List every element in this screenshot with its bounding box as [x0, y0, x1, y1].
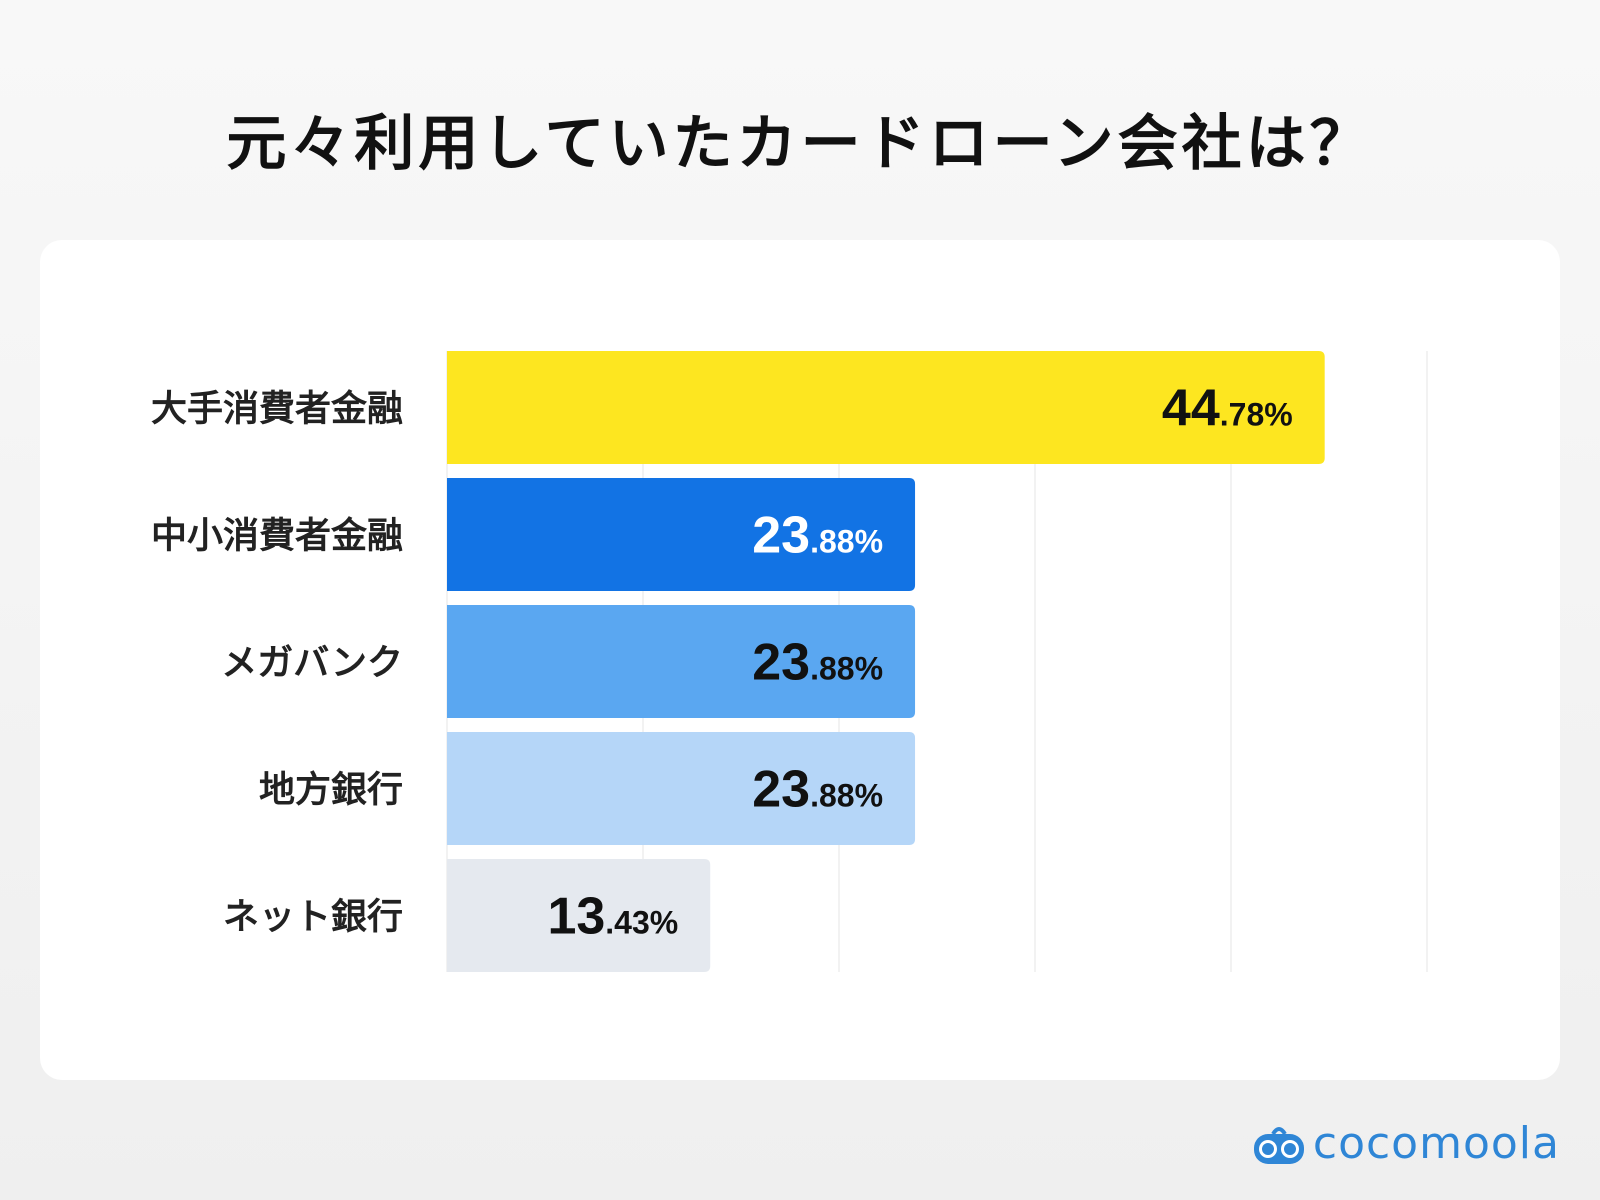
- chart-title: 元々利用していたカードローン会社は？: [226, 109, 1374, 179]
- value-label: 13.43%: [547, 888, 678, 946]
- bar: [447, 605, 916, 718]
- cocomoola-robot-icon: [1253, 1126, 1304, 1164]
- category-label: 中小消費者金融: [151, 515, 403, 557]
- bar: [447, 351, 1325, 464]
- category-label: メガバンク: [221, 643, 403, 684]
- bar: [447, 478, 916, 591]
- value-decimal: .43%: [605, 905, 678, 941]
- brand-name: cocomoola: [1312, 1118, 1560, 1169]
- category-label: 地方銀行: [259, 770, 403, 811]
- value-integer: 23: [752, 761, 810, 819]
- value-label: 23.88%: [752, 761, 883, 819]
- category-label: ネット銀行: [223, 897, 403, 938]
- value-label: 23.88%: [752, 634, 883, 692]
- category-label: 大手消費者金融: [151, 388, 403, 430]
- value-label: 23.88%: [752, 507, 883, 565]
- brand-logo: cocomoola: [1253, 1118, 1560, 1169]
- bar: [447, 732, 916, 845]
- value-decimal: .78%: [1220, 397, 1293, 433]
- value-integer: 23: [752, 634, 810, 692]
- value-label: 44.78%: [1162, 380, 1293, 438]
- value-decimal: .88%: [810, 524, 883, 560]
- value-decimal: .88%: [810, 651, 883, 687]
- bar: [447, 859, 711, 972]
- value-decimal: .88%: [810, 778, 883, 814]
- value-integer: 13: [547, 888, 605, 946]
- value-integer: 44: [1162, 380, 1220, 438]
- value-integer: 23: [752, 507, 810, 565]
